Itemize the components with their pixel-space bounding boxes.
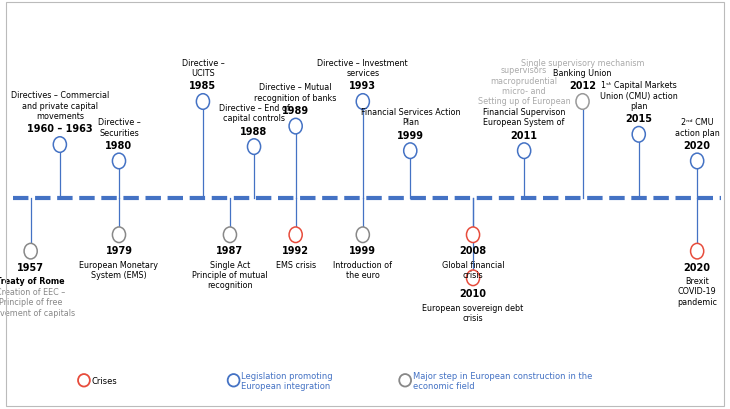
- Ellipse shape: [691, 244, 704, 259]
- Text: 2011: 2011: [511, 130, 537, 140]
- Text: European sovereign debt
crisis: European sovereign debt crisis: [423, 303, 523, 322]
- Text: Financial Services Action
Plan: Financial Services Action Plan: [361, 108, 460, 127]
- Text: 1960 – 1963: 1960 – 1963: [27, 124, 93, 134]
- Ellipse shape: [518, 144, 531, 159]
- Text: Global financial
crisis: Global financial crisis: [442, 260, 504, 279]
- Text: Legislation promoting
European integration: Legislation promoting European integrati…: [242, 371, 333, 390]
- Text: 1ˢᵗ Capital Markets
Union (CMU) action
plan: 1ˢᵗ Capital Markets Union (CMU) action p…: [600, 81, 677, 111]
- Text: 2ⁿᵈ CMU
action plan: 2ⁿᵈ CMU action plan: [675, 118, 720, 137]
- Text: 1985: 1985: [189, 81, 217, 91]
- Ellipse shape: [466, 227, 480, 243]
- Text: Single Act
Principle of mutual
recognition: Single Act Principle of mutual recogniti…: [192, 260, 268, 290]
- Text: 1999: 1999: [350, 246, 376, 256]
- Ellipse shape: [112, 227, 126, 243]
- Ellipse shape: [24, 244, 37, 259]
- Text: Directives – Commercial
and private capital
movements: Directives – Commercial and private capi…: [11, 91, 109, 121]
- Ellipse shape: [356, 94, 369, 110]
- Text: Creation of EEC –: Creation of EEC –: [0, 287, 65, 296]
- Text: Directive – Investment
services: Directive – Investment services: [318, 58, 408, 78]
- Text: 1980: 1980: [105, 141, 133, 151]
- Text: Financial Supervison: Financial Supervison: [483, 108, 565, 117]
- Text: macroprudential: macroprudential: [491, 76, 558, 85]
- Text: 1992: 1992: [283, 246, 309, 256]
- Text: Directive –
Securities: Directive – Securities: [98, 118, 140, 137]
- Text: Directive – Mutual
recognition of banks: Directive – Mutual recognition of banks: [255, 83, 337, 103]
- Text: Directive –
UCITS: Directive – UCITS: [182, 58, 224, 78]
- Ellipse shape: [399, 374, 411, 387]
- Ellipse shape: [289, 227, 302, 243]
- Text: 1999: 1999: [397, 130, 423, 140]
- Ellipse shape: [632, 127, 645, 143]
- Ellipse shape: [228, 374, 239, 387]
- Ellipse shape: [223, 227, 237, 243]
- Ellipse shape: [404, 144, 417, 159]
- Text: Introduction of
the euro: Introduction of the euro: [334, 260, 392, 279]
- Text: Crises: Crises: [92, 376, 118, 385]
- Text: Principle of free: Principle of free: [0, 297, 62, 306]
- Text: 1987: 1987: [216, 246, 244, 256]
- Text: Banking Union: Banking Union: [553, 69, 612, 78]
- Ellipse shape: [289, 119, 302, 135]
- Text: 1957: 1957: [18, 262, 44, 272]
- Ellipse shape: [196, 94, 210, 110]
- Ellipse shape: [691, 154, 704, 169]
- Text: European Monetary
System (EMS): European Monetary System (EMS): [80, 260, 158, 279]
- Text: micro- and: micro- and: [502, 87, 546, 96]
- Text: supervisors: supervisors: [501, 66, 548, 75]
- Text: European System of: European System of: [483, 118, 565, 127]
- Text: 2008: 2008: [459, 246, 487, 256]
- Text: 2012: 2012: [569, 81, 596, 91]
- Text: Major step in European construction in the
economic field: Major step in European construction in t…: [413, 371, 593, 390]
- Text: 1989: 1989: [282, 106, 310, 116]
- Text: 2015: 2015: [626, 114, 652, 124]
- Text: movement of capitals: movement of capitals: [0, 308, 74, 317]
- Ellipse shape: [53, 137, 66, 153]
- Text: 2020: 2020: [684, 141, 710, 151]
- Text: 1979: 1979: [106, 246, 132, 256]
- Text: Setting up of European: Setting up of European: [478, 97, 570, 106]
- Ellipse shape: [466, 270, 480, 286]
- Text: 2020: 2020: [684, 262, 710, 272]
- Ellipse shape: [78, 374, 90, 387]
- Text: Treaty of Rome: Treaty of Rome: [0, 276, 65, 285]
- Text: 1988: 1988: [240, 126, 268, 136]
- Text: EMS crisis: EMS crisis: [276, 260, 315, 269]
- Ellipse shape: [112, 154, 126, 169]
- Ellipse shape: [356, 227, 369, 243]
- Text: 2010: 2010: [460, 289, 486, 299]
- Text: 1993: 1993: [350, 81, 376, 91]
- Ellipse shape: [247, 139, 261, 155]
- Text: Directive – End of
capital controls: Directive – End of capital controls: [219, 103, 289, 123]
- Text: Single supervisory mechanism: Single supervisory mechanism: [520, 58, 645, 67]
- Ellipse shape: [576, 94, 589, 110]
- Text: Brexit
COVID-19
pandemic: Brexit COVID-19 pandemic: [677, 276, 717, 306]
